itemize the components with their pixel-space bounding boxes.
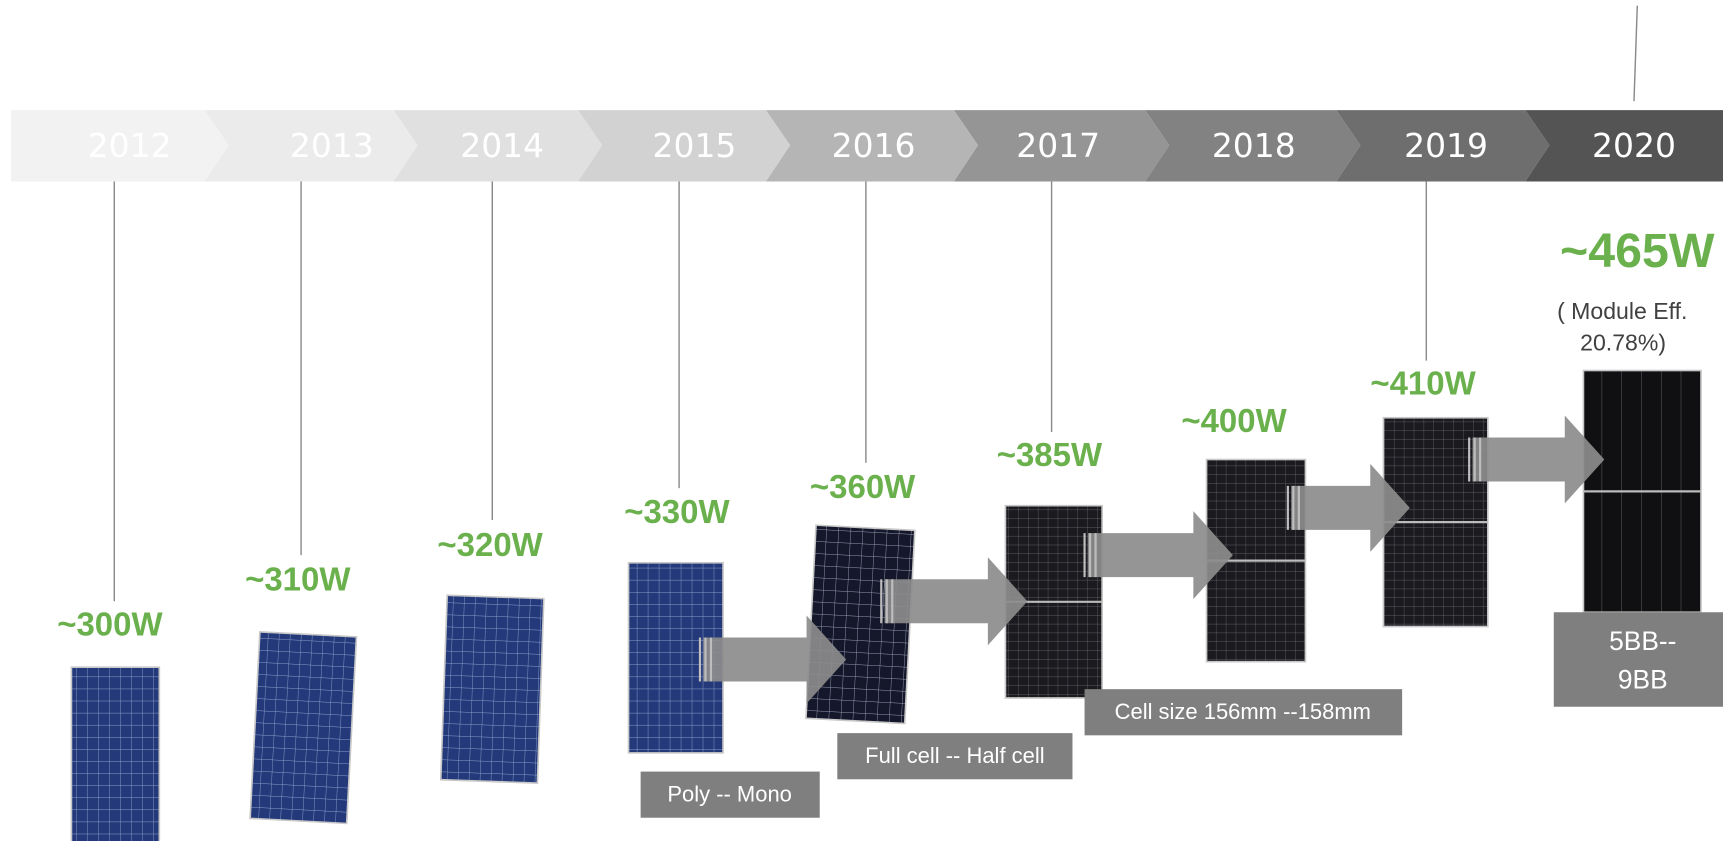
power-label: ~310W	[245, 560, 351, 597]
solar-panel	[806, 525, 915, 723]
arrow-stripe	[880, 579, 882, 623]
arrow-stripe	[1287, 486, 1289, 530]
year-band: 2012 2013 2014 2015 2016 2017 2018 2019 2020	[11, 110, 1723, 181]
year-label: 2020	[1592, 126, 1676, 165]
connector-line	[1634, 6, 1637, 102]
arrow-stripe	[710, 638, 712, 682]
power-label: ~360W	[810, 468, 916, 505]
power-label: ~300W	[57, 605, 163, 642]
arrow-stripe	[1468, 438, 1470, 482]
power-label: ~320W	[437, 526, 543, 563]
annotation: 5BB--	[1609, 626, 1676, 656]
arrow-stripe	[1474, 438, 1476, 482]
year-label: 2012	[88, 126, 172, 165]
year-label: 2016	[832, 126, 916, 165]
arrow-stripe	[891, 579, 893, 623]
year-label: 2018	[1212, 126, 1296, 165]
arrow-stripe	[886, 579, 888, 623]
annotation: Poly -- Mono	[667, 782, 792, 807]
year-label: 2015	[653, 126, 737, 165]
annotation: Cell size 156mm --158mm	[1115, 699, 1371, 724]
power-label: ~400W	[1181, 402, 1287, 439]
efficiency-note: 20.78%)	[1580, 330, 1666, 356]
year-label: 2017	[1016, 126, 1100, 165]
power-label: ~385W	[997, 436, 1103, 473]
power-label: ~410W	[1370, 365, 1476, 402]
year-label: 2019	[1404, 126, 1488, 165]
arrow-stripe	[699, 638, 701, 682]
arrow-stripe	[1083, 533, 1085, 577]
power-label: ~330W	[624, 493, 730, 530]
solar-panel	[71, 667, 159, 841]
arrow-stripe	[1479, 438, 1481, 482]
timeline-infographic: 2012 2013 2014 2015 2016 2017 2018 2019 2020 ~30…	[0, 0, 1723, 841]
annotation: 9BB	[1618, 664, 1668, 694]
efficiency-note: ( Module Eff.	[1557, 298, 1687, 324]
year-label: 2014	[460, 126, 544, 165]
solar-panel	[250, 632, 356, 824]
annotation: Full cell -- Half cell	[865, 743, 1044, 768]
year-label: 2013	[290, 126, 374, 165]
power-label: ~465W	[1560, 224, 1715, 278]
arrow-stripe	[1292, 486, 1294, 530]
arrow-stripe	[1094, 533, 1096, 577]
arrow-stripe	[1089, 533, 1091, 577]
arrow-stripe	[704, 638, 706, 682]
arrow-stripe	[1298, 486, 1300, 530]
solar-panel	[441, 595, 544, 783]
